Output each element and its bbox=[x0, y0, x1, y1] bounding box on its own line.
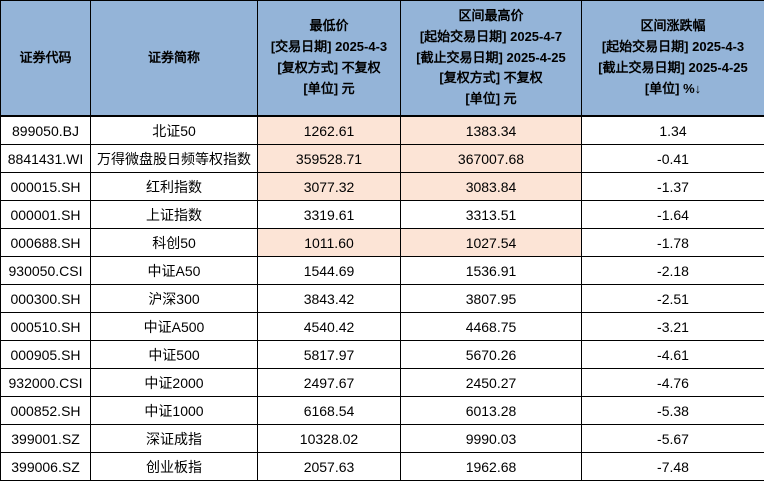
cell-security-code: 000852.SH bbox=[0, 396, 91, 425]
table-body: 899050.BJ 北证50 1262.61 1383.34 1.34 8841431.W… bbox=[0, 115, 764, 481]
cell-lowest-price: 3319.61 bbox=[257, 200, 401, 229]
cell-range-high: 1383.34 bbox=[400, 115, 582, 145]
cell-security-name: 科创50 bbox=[90, 228, 258, 257]
cell-range-high: 4468.75 bbox=[400, 312, 582, 341]
cell-security-code: 399001.SZ bbox=[0, 424, 91, 453]
table-row: 000300.SH 沪深300 3843.42 3807.95 -2.51 bbox=[0, 284, 764, 313]
cell-range-change: -1.64 bbox=[581, 200, 764, 229]
cell-security-name: 上证指数 bbox=[90, 200, 258, 229]
cell-lowest-price: 1011.60 bbox=[257, 228, 401, 257]
cell-range-change: -2.51 bbox=[581, 284, 764, 313]
cell-security-name: 创业板指 bbox=[90, 452, 258, 481]
cell-security-code: 930050.CSI bbox=[0, 256, 91, 285]
table-row: 932000.CSI 中证2000 2497.67 2450.27 -4.76 bbox=[0, 368, 764, 397]
cell-range-change: -2.18 bbox=[581, 256, 764, 285]
cell-security-code: 399006.SZ bbox=[0, 452, 91, 481]
cell-security-code: 000015.SH bbox=[0, 172, 91, 201]
cell-range-change: -7.48 bbox=[581, 452, 764, 481]
table-row: 399006.SZ 创业板指 2057.63 1962.68 -7.48 bbox=[0, 452, 764, 481]
cell-range-high: 6013.28 bbox=[400, 396, 582, 425]
cell-range-high: 3083.84 bbox=[400, 172, 582, 201]
header-cell-lowest-price[interactable]: 最低价 [交易日期] 2025-4-3 [复权方式] 不复权 [单位] 元 bbox=[257, 0, 401, 117]
table-row: 000510.SH 中证A500 4540.42 4468.75 -3.21 bbox=[0, 312, 764, 341]
table-header: 证券代码 证券简称 最低价 [交易日期] 2025-4-3 [复权方式] 不复权… bbox=[0, 0, 764, 117]
cell-range-change: 1.34 bbox=[581, 115, 764, 145]
header-cell-range-high[interactable]: 区间最高价 [起始交易日期] 2025-4-7 [截止交易日期] 2025-4-… bbox=[400, 0, 582, 117]
cell-range-high: 1027.54 bbox=[400, 228, 582, 257]
cell-security-name: 沪深300 bbox=[90, 284, 258, 313]
table-row: 8841431.WI 万得微盘股日频等权指数 359528.71 367007.68-… bbox=[0, 144, 764, 173]
cell-security-name: 深证成指 bbox=[90, 424, 258, 453]
table-row: 899050.BJ 北证50 1262.61 1383.34 1.34 bbox=[0, 115, 764, 145]
cell-range-high: 3313.51 bbox=[400, 200, 582, 229]
cell-lowest-price: 359528.71 bbox=[257, 144, 401, 173]
cell-range-high: 367007.68 bbox=[400, 144, 582, 173]
cell-security-code: 000300.SH bbox=[0, 284, 91, 313]
cell-lowest-price: 10328.02 bbox=[257, 424, 401, 453]
cell-lowest-price: 3843.42 bbox=[257, 284, 401, 313]
cell-security-code: 000905.SH bbox=[0, 340, 91, 369]
cell-range-high: 3807.95 bbox=[400, 284, 582, 313]
cell-range-high: 2450.27 bbox=[400, 368, 582, 397]
cell-range-change: -5.38 bbox=[581, 396, 764, 425]
cell-security-name: 中证A500 bbox=[90, 312, 258, 341]
cell-lowest-price: 2497.67 bbox=[257, 368, 401, 397]
cell-range-high: 1536.91 bbox=[400, 256, 582, 285]
cell-lowest-price: 1262.61 bbox=[257, 115, 401, 145]
cell-security-name: 北证50 bbox=[90, 115, 258, 145]
table-row: 000015.SH 红利指数 3077.32 3083.84 -1.37 bbox=[0, 172, 764, 201]
cell-range-change: -5.67 bbox=[581, 424, 764, 453]
header-row: 证券代码 证券简称 最低价 [交易日期] 2025-4-3 [复权方式] 不复权… bbox=[0, 0, 764, 117]
cell-security-code: 000001.SH bbox=[0, 200, 91, 229]
header-cell-security-name[interactable]: 证券简称 bbox=[90, 0, 258, 117]
cell-lowest-price: 5817.97 bbox=[257, 340, 401, 369]
cell-range-change: -1.37 bbox=[581, 172, 764, 201]
table-row: 000852.SH 中证1000 6168.54 6013.28 -5.38 bbox=[0, 396, 764, 425]
cell-range-change: -1.78 bbox=[581, 228, 764, 257]
cell-lowest-price: 6168.54 bbox=[257, 396, 401, 425]
cell-security-name: 中证2000 bbox=[90, 368, 258, 397]
cell-range-change: -3.21 bbox=[581, 312, 764, 341]
cell-security-code: 000688.SH bbox=[0, 228, 91, 257]
cell-lowest-price: 2057.63 bbox=[257, 452, 401, 481]
table-row: 000688.SH 科创50 1011.60 1027.54 -1.78 bbox=[0, 228, 764, 257]
cell-security-name: 中证1000 bbox=[90, 396, 258, 425]
cell-range-high: 1962.68 bbox=[400, 452, 582, 481]
cell-security-code: 000510.SH bbox=[0, 312, 91, 341]
table-row: 000905.SH 中证500 5817.97 5670.26 -4.61 bbox=[0, 340, 764, 369]
cell-lowest-price: 4540.42 bbox=[257, 312, 401, 341]
cell-range-change: -4.61 bbox=[581, 340, 764, 369]
table-row: 399001.SZ 深证成指 10328.02 9990.03 -5.67 bbox=[0, 424, 764, 453]
header-cell-range-change[interactable]: 区间涨跌幅 [起始交易日期] 2025-4-3 [截止交易日期] 2025-4-… bbox=[581, 0, 764, 117]
cell-security-code: 899050.BJ bbox=[0, 115, 91, 145]
cell-range-high: 9990.03 bbox=[400, 424, 582, 453]
cell-security-name: 中证500 bbox=[90, 340, 258, 369]
cell-lowest-price: 1544.69 bbox=[257, 256, 401, 285]
cell-range-change: -0.41 bbox=[581, 144, 764, 173]
cell-security-name: 中证A50 bbox=[90, 256, 258, 285]
cell-range-change: -4.76 bbox=[581, 368, 764, 397]
table-row: 000001.SH 上证指数 3319.61 3313.51 -1.64 bbox=[0, 200, 764, 229]
cell-security-name: 红利指数 bbox=[90, 172, 258, 201]
cell-security-name: 万得微盘股日频等权指数 bbox=[90, 144, 258, 173]
table-row: 930050.CSI 中证A50 1544.69 1536.91 -2.18 bbox=[0, 256, 764, 285]
cell-security-code: 932000.CSI bbox=[0, 368, 91, 397]
cell-range-high: 5670.26 bbox=[400, 340, 582, 369]
header-cell-security-code[interactable]: 证券代码 bbox=[0, 0, 91, 117]
cell-security-code: 8841431.WI bbox=[0, 144, 91, 173]
cell-lowest-price: 3077.32 bbox=[257, 172, 401, 201]
